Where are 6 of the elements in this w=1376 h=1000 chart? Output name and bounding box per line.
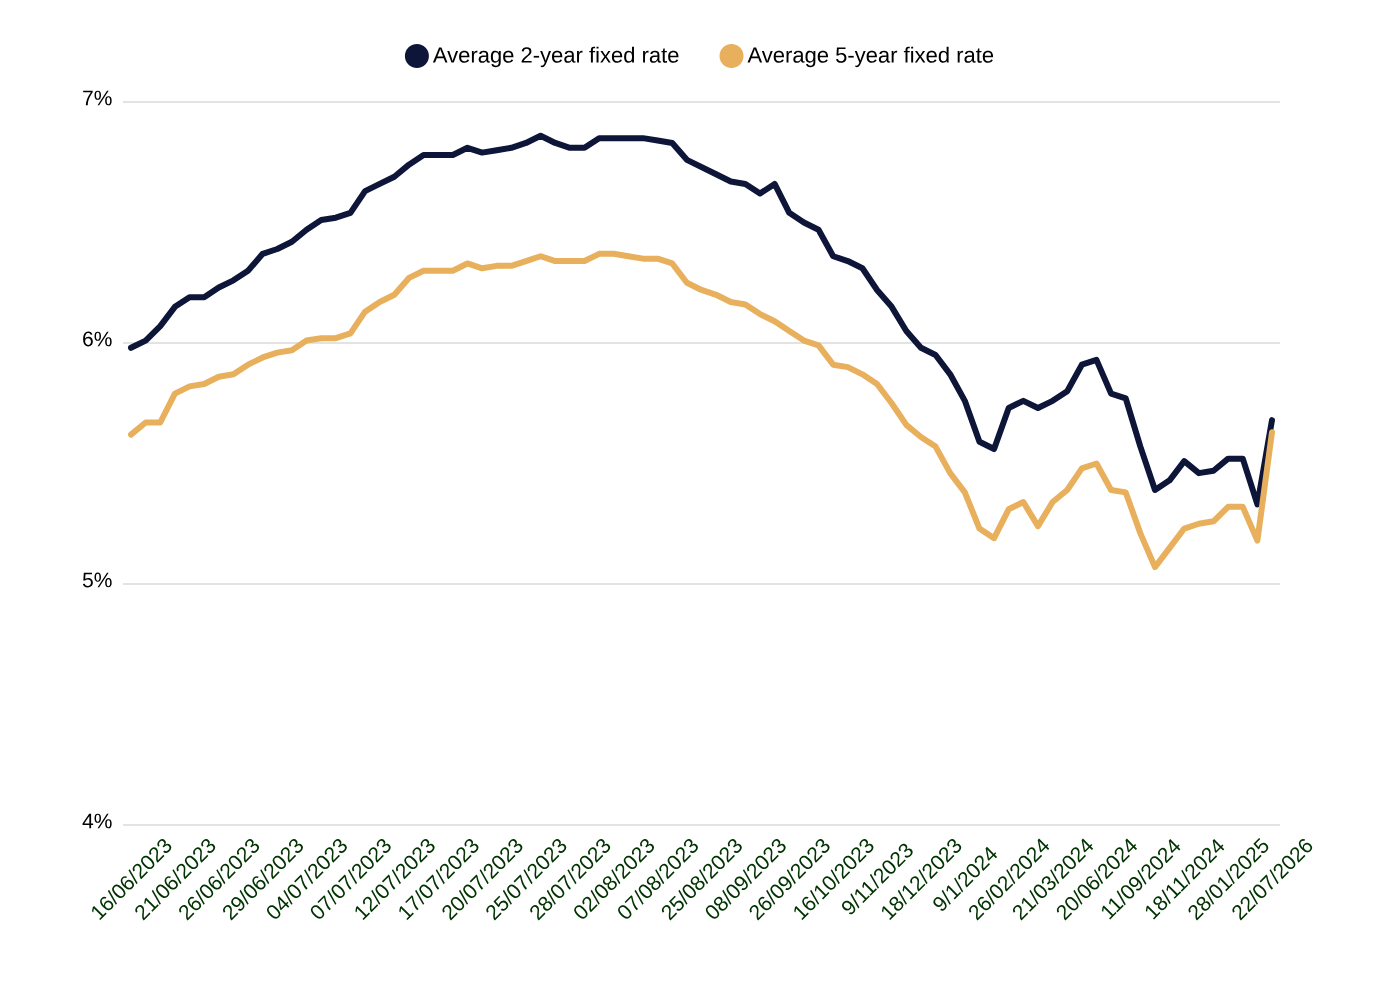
y-tick-label: 6% [83,331,112,347]
y-tick-label: 7% [83,90,112,106]
legend-label: Average 2-year fixed rate [432,46,679,68]
legend-label: Average 5-year fixed rate [747,46,994,68]
y-tick-label: 4% [82,813,112,829]
y-tick-label: 5% [82,572,112,588]
